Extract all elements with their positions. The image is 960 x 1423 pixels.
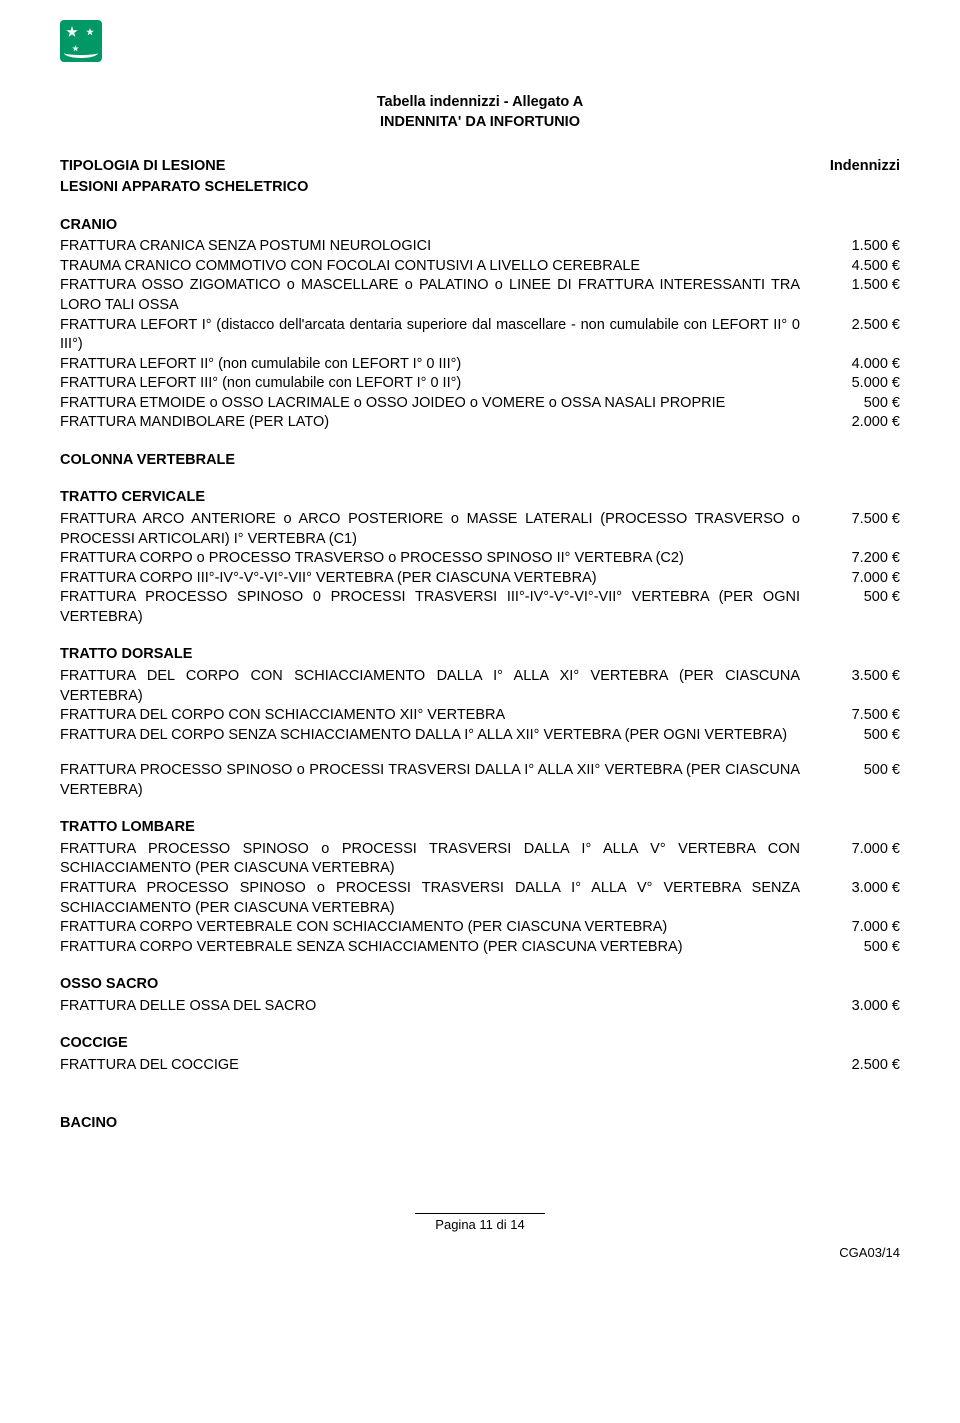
page-footer: Pagina 11 di 14 <box>60 1213 900 1234</box>
row-amount: 500 € <box>830 761 900 781</box>
row-desc: TRAUMA CRANICO COMMOTIVO CON FOCOLAI CON… <box>60 257 830 277</box>
table-row: FRATTURA CORPO VERTEBRALE CON SCHIACCIAM… <box>60 918 900 938</box>
table-row: FRATTURA DEL COCCIGE2.500 € <box>60 1056 900 1076</box>
table-row: FRATTURA LEFORT I° (distacco dell'arcata… <box>60 316 900 355</box>
table-row: FRATTURA LEFORT III° (non cumulabile con… <box>60 374 900 394</box>
row-desc: FRATTURA PROCESSO SPINOSO o PROCESSI TRA… <box>60 840 830 879</box>
title-line-1: Tabella indennizzi - Allegato A <box>60 92 900 112</box>
row-desc: FRATTURA PROCESSO SPINOSO o PROCESSI TRA… <box>60 879 830 918</box>
doc-code: CGA03/14 <box>60 1244 900 1262</box>
row-desc: FRATTURA DEL CORPO CON SCHIACCIAMENTO DA… <box>60 667 830 706</box>
row-amount: 7.000 € <box>830 569 900 589</box>
row-desc: FRATTURA CORPO III°-IV°-V°-VI°-VII° VERT… <box>60 569 830 589</box>
row-desc: FRATTURA DEL COCCIGE <box>60 1056 830 1076</box>
row-amount: 2.500 € <box>830 1056 900 1076</box>
table-row: FRATTURA PROCESSO SPINOSO o PROCESSI TRA… <box>60 879 900 918</box>
table-row: FRATTURA DEL CORPO SENZA SCHIACCIAMENTO … <box>60 726 900 746</box>
row-desc: FRATTURA OSSO ZIGOMATICO o MASCELLARE o … <box>60 276 830 315</box>
group-lombare: TRATTO LOMBARE <box>60 818 900 838</box>
table-row: TRAUMA CRANICO COMMOTIVO CON FOCOLAI CON… <box>60 257 900 277</box>
row-desc: FRATTURA ARCO ANTERIORE o ARCO POSTERIOR… <box>60 510 830 549</box>
table-row: FRATTURA PROCESSO SPINOSO o PROCESSI TRA… <box>60 840 900 879</box>
table-row: FRATTURA ETMOIDE o OSSO LACRIMALE o OSSO… <box>60 394 900 414</box>
row-amount: 3.000 € <box>830 879 900 899</box>
row-desc: FRATTURA PROCESSO SPINOSO o PROCESSI TRA… <box>60 761 830 800</box>
row-amount: 1.500 € <box>830 237 900 257</box>
row-amount: 1.500 € <box>830 276 900 296</box>
row-amount: 500 € <box>830 938 900 958</box>
row-desc: FRATTURA ETMOIDE o OSSO LACRIMALE o OSSO… <box>60 394 830 414</box>
table-row: FRATTURA CORPO VERTEBRALE SENZA SCHIACCI… <box>60 938 900 958</box>
table-row: FRATTURA PROCESSO SPINOSO o PROCESSI TRA… <box>60 761 900 800</box>
group-colonna: COLONNA VERTEBRALE <box>60 451 900 471</box>
row-desc: FRATTURA CORPO o PROCESSO TRASVERSO o PR… <box>60 549 830 569</box>
row-amount: 4.500 € <box>830 257 900 277</box>
row-desc: FRATTURA PROCESSO SPINOSO 0 PROCESSI TRA… <box>60 588 830 627</box>
table-row: FRATTURA DEL CORPO CON SCHIACCIAMENTO DA… <box>60 667 900 706</box>
row-desc: FRATTURA LEFORT I° (distacco dell'arcata… <box>60 316 830 355</box>
row-amount: 2.500 € <box>830 316 900 336</box>
row-amount: 4.000 € <box>830 355 900 375</box>
row-amount: 500 € <box>830 394 900 414</box>
logo <box>60 20 900 62</box>
row-desc: FRATTURA DELLE OSSA DEL SACRO <box>60 997 830 1017</box>
group-bacino: BACINO <box>60 1114 900 1134</box>
table-row: FRATTURA CRANICA SENZA POSTUMI NEUROLOGI… <box>60 237 900 257</box>
group-dorsale: TRATTO DORSALE <box>60 645 900 665</box>
row-desc: FRATTURA LEFORT III° (non cumulabile con… <box>60 374 830 394</box>
row-amount: 7.000 € <box>830 840 900 860</box>
group-coccige: COCCIGE <box>60 1034 900 1054</box>
section-lesioni: LESIONI APPARATO SCHELETRICO <box>60 178 900 198</box>
table-row: FRATTURA OSSO ZIGOMATICO o MASCELLARE o … <box>60 276 900 315</box>
group-sacro: OSSO SACRO <box>60 975 900 995</box>
row-amount: 500 € <box>830 588 900 608</box>
table-row: FRATTURA CORPO III°-IV°-V°-VI°-VII° VERT… <box>60 569 900 589</box>
document-title: Tabella indennizzi - Allegato A INDENNIT… <box>60 92 900 133</box>
row-amount: 5.000 € <box>830 374 900 394</box>
page-number: Pagina 11 di 14 <box>60 1216 900 1234</box>
row-amount: 7.000 € <box>830 918 900 938</box>
column-headers: TIPOLOGIA DI LESIONE Indennizzi <box>60 157 900 177</box>
row-amount: 7.200 € <box>830 549 900 569</box>
header-left: TIPOLOGIA DI LESIONE <box>60 157 225 177</box>
group-cranio: CRANIO <box>60 216 900 236</box>
table-row: FRATTURA DEL CORPO CON SCHIACCIAMENTO XI… <box>60 706 900 726</box>
table-row: FRATTURA ARCO ANTERIORE o ARCO POSTERIOR… <box>60 510 900 549</box>
row-amount: 7.500 € <box>830 510 900 530</box>
header-right: Indennizzi <box>830 157 900 177</box>
logo-icon <box>60 20 102 62</box>
row-amount: 3.000 € <box>830 997 900 1017</box>
row-desc: FRATTURA DEL CORPO SENZA SCHIACCIAMENTO … <box>60 726 830 746</box>
table-row: FRATTURA LEFORT II° (non cumulabile con … <box>60 355 900 375</box>
table-row: FRATTURA CORPO o PROCESSO TRASVERSO o PR… <box>60 549 900 569</box>
table-row: FRATTURA PROCESSO SPINOSO 0 PROCESSI TRA… <box>60 588 900 627</box>
row-amount: 7.500 € <box>830 706 900 726</box>
row-desc: FRATTURA MANDIBOLARE (PER LATO) <box>60 413 830 433</box>
title-line-2: INDENNITA' DA INFORTUNIO <box>60 112 900 132</box>
table-row: FRATTURA MANDIBOLARE (PER LATO)2.000 € <box>60 413 900 433</box>
row-amount: 500 € <box>830 726 900 746</box>
row-desc: FRATTURA LEFORT II° (non cumulabile con … <box>60 355 830 375</box>
group-cervicale: TRATTO CERVICALE <box>60 488 900 508</box>
row-amount: 2.000 € <box>830 413 900 433</box>
row-desc: FRATTURA CORPO VERTEBRALE CON SCHIACCIAM… <box>60 918 830 938</box>
row-desc: FRATTURA CORPO VERTEBRALE SENZA SCHIACCI… <box>60 938 830 958</box>
row-desc: FRATTURA CRANICA SENZA POSTUMI NEUROLOGI… <box>60 237 830 257</box>
row-amount: 3.500 € <box>830 667 900 687</box>
table-row: FRATTURA DELLE OSSA DEL SACRO3.000 € <box>60 997 900 1017</box>
row-desc: FRATTURA DEL CORPO CON SCHIACCIAMENTO XI… <box>60 706 830 726</box>
